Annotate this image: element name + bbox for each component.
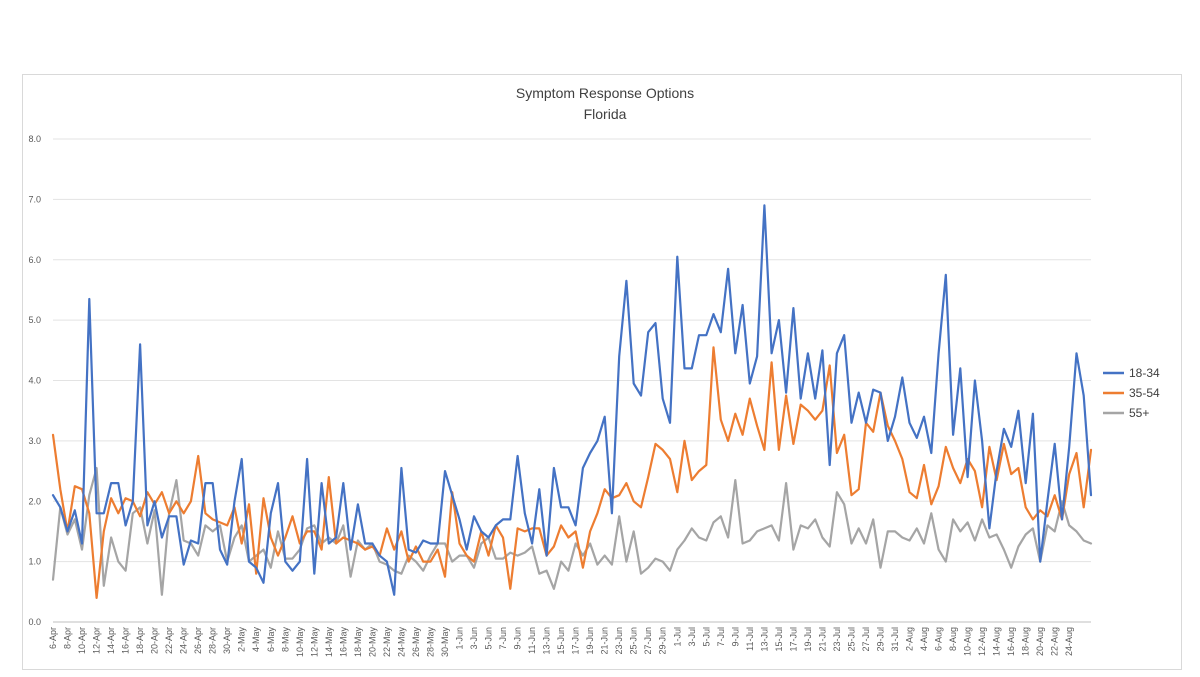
x-tick-label: 9-Jun [513, 627, 523, 650]
x-tick-label: 13-Jun [542, 627, 552, 655]
x-tick-label: 20-May [367, 627, 377, 658]
series-line-18-34 [51, 204, 1093, 596]
x-tick-label: 21-Jun [600, 627, 610, 655]
x-tick-label: 3-Jun [469, 627, 479, 650]
legend: 18-34 35-54 55+ [1103, 366, 1160, 420]
x-tick-label: 22-May [382, 627, 392, 658]
x-tick-label: 27-Jul [861, 627, 871, 652]
x-tick-label: 16-Apr [121, 627, 131, 654]
x-tick-label: 12-May [309, 627, 319, 658]
x-tick-label: 24-Apr [179, 627, 189, 654]
legend-label: 35-54 [1129, 386, 1160, 400]
x-tick-label: 9-Jul [730, 627, 740, 647]
x-tick-label: 2-May [237, 627, 247, 653]
x-tick-label: 6-May [266, 627, 276, 653]
x-axis-ticks: 6-Apr 8-Apr 10-Apr 12-Apr 14-Apr 16-Apr 18-Apr… [48, 627, 1074, 658]
x-tick-label: 31-Jul [890, 627, 900, 652]
x-tick-label: 7-Jun [498, 627, 508, 650]
x-tick-label: 18-Aug [1021, 627, 1031, 656]
x-tick-label: 17-Jun [571, 627, 581, 655]
y-tick-label: 7.0 [28, 194, 41, 204]
x-tick-label: 29-Jul [875, 627, 885, 652]
x-tick-label: 16-May [338, 627, 348, 658]
y-tick-label: 2.0 [28, 496, 41, 506]
y-tick-label: 5.0 [28, 315, 41, 325]
x-tick-label: 28-May [425, 627, 435, 658]
chart-frame: Symptom Response Options Florida 0.0 1.0 2… [22, 74, 1182, 670]
x-tick-label: 30-Apr [222, 627, 232, 654]
x-tick-label: 5-Jul [701, 627, 711, 647]
x-tick-label: 25-Jul [846, 627, 856, 652]
x-tick-label: 21-Jul [817, 627, 827, 652]
x-tick-label: 4-May [251, 627, 261, 653]
x-tick-label: 10-Apr [77, 627, 87, 654]
x-tick-label: 14-May [324, 627, 334, 658]
x-tick-label: 4-Aug [919, 627, 929, 651]
x-tick-label: 6-Apr [48, 627, 58, 649]
chart-title: Symptom Response Options [516, 85, 694, 101]
x-tick-label: 24-Aug [1064, 627, 1074, 656]
x-tick-label: 22-Aug [1050, 627, 1060, 656]
x-tick-label: 8-Aug [948, 627, 958, 651]
x-tick-label: 26-May [411, 627, 421, 658]
x-tick-label: 23-Jul [832, 627, 842, 652]
x-tick-label: 11-Jul [745, 627, 755, 651]
y-axis-ticks: 0.0 1.0 2.0 3.0 4.0 5.0 6.0 7.0 8.0 [28, 134, 41, 627]
x-tick-label: 15-Jun [556, 627, 566, 655]
y-tick-label: 4.0 [28, 376, 41, 386]
legend-label: 55+ [1129, 406, 1149, 420]
x-tick-label: 3-Jul [687, 627, 697, 647]
series-line-55+ [51, 466, 1093, 596]
y-tick-label: 8.0 [28, 134, 41, 144]
gridlines [53, 138, 1091, 623]
x-tick-label: 20-Apr [150, 627, 160, 654]
x-tick-label: 18-Apr [135, 627, 145, 654]
x-tick-label: 26-Apr [193, 627, 203, 654]
x-tick-label: 29-Jun [658, 627, 668, 655]
x-tick-label: 7-Jul [716, 627, 726, 647]
x-tick-label: 30-May [440, 627, 450, 658]
series-lines [51, 204, 1093, 600]
x-tick-label: 8-May [280, 627, 290, 653]
y-tick-label: 6.0 [28, 255, 41, 265]
y-tick-label: 1.0 [28, 557, 41, 567]
x-tick-label: 28-Apr [208, 627, 218, 654]
x-tick-label: 6-Aug [934, 627, 944, 651]
y-tick-label: 0.0 [28, 617, 41, 627]
x-tick-label: 1-Jun [454, 627, 464, 650]
x-tick-label: 24-May [396, 627, 406, 658]
series-line-35-54 [51, 346, 1093, 600]
line-chart: Symptom Response Options Florida 0.0 1.0 2… [28, 85, 1160, 658]
x-tick-label: 19-Jul [803, 627, 813, 652]
legend-label: 18-34 [1129, 366, 1160, 380]
x-tick-label: 13-Jul [759, 627, 769, 652]
x-tick-label: 20-Aug [1035, 627, 1045, 656]
x-tick-label: 18-May [353, 627, 363, 658]
x-tick-label: 14-Aug [992, 627, 1002, 656]
y-tick-label: 3.0 [28, 436, 41, 446]
x-tick-label: 22-Apr [164, 627, 174, 654]
x-tick-label: 19-Jun [585, 627, 595, 655]
x-tick-label: 17-Jul [788, 627, 798, 652]
x-tick-label: 14-Apr [106, 627, 116, 654]
x-tick-label: 11-Jun [527, 627, 537, 654]
x-tick-label: 23-Jun [614, 627, 624, 655]
x-tick-label: 1-Jul [672, 627, 682, 647]
x-tick-label: 8-Apr [63, 627, 73, 649]
x-tick-label: 10-May [295, 627, 305, 658]
x-tick-label: 27-Jun [643, 627, 653, 655]
x-tick-label: 25-Jun [629, 627, 639, 655]
x-tick-label: 12-Apr [92, 627, 102, 654]
x-tick-label: 16-Aug [1006, 627, 1016, 656]
x-tick-label: 10-Aug [963, 627, 973, 656]
x-tick-label: 5-Jun [484, 627, 494, 650]
x-tick-label: 15-Jul [774, 627, 784, 652]
x-tick-label: 2-Aug [905, 627, 915, 651]
chart-subtitle: Florida [584, 106, 627, 122]
x-tick-label: 12-Aug [977, 627, 987, 656]
